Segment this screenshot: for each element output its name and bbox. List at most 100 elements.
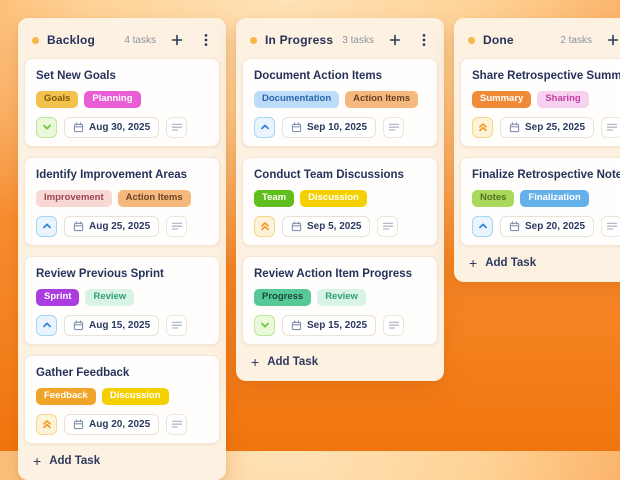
task-title: Conduct Team Discussions: [254, 168, 404, 181]
description-button[interactable]: [166, 116, 188, 138]
tag-pill: Discussion: [300, 189, 367, 207]
tag-list: Notes Finalization: [472, 189, 620, 207]
task-card[interactable]: Gather Feedback Feedback Discussion Aug 2…: [24, 354, 220, 444]
column-add-task-button[interactable]: [387, 32, 403, 48]
plus-icon: [607, 34, 619, 46]
text-lines-icon: [171, 124, 182, 132]
task-title: Finalize Retrospective Notes: [472, 168, 620, 181]
description-button[interactable]: [383, 314, 405, 336]
tag-pill: Documentation: [254, 91, 340, 108]
card-footer: Aug 20, 2025: [36, 413, 208, 435]
tag-list: Improvement Action Items: [36, 189, 208, 207]
priority-button[interactable]: [254, 314, 275, 336]
due-date-button[interactable]: Aug 30, 2025: [64, 116, 160, 138]
description-button[interactable]: [166, 413, 188, 435]
due-date-button[interactable]: Sep 20, 2025: [500, 215, 595, 237]
kebab-menu-icon: [422, 34, 426, 46]
text-lines-icon: [382, 223, 394, 230]
column-task-count: 3 tasks: [342, 34, 374, 46]
add-task-label: Add Task: [267, 355, 319, 368]
due-date-button[interactable]: Sep 25, 2025: [500, 116, 595, 138]
task-title: Document Action Items: [254, 70, 383, 82]
priority-button[interactable]: [472, 215, 493, 237]
priority-button[interactable]: [36, 215, 57, 237]
tag-list: Progress Review: [254, 288, 426, 306]
due-date-button[interactable]: Sep 5, 2025: [282, 215, 371, 237]
card-footer: Sep 10, 2025: [254, 116, 426, 138]
task-title: Gather Feedback: [36, 366, 130, 379]
priority-button[interactable]: [472, 116, 493, 138]
calendar-icon: [509, 221, 520, 231]
due-date-button[interactable]: Aug 15, 2025: [64, 314, 160, 336]
priority-button[interactable]: [36, 116, 57, 138]
task-card[interactable]: Conduct Team Discussions Team Discussion …: [242, 156, 438, 246]
add-task-button[interactable]: + Add Task: [24, 444, 104, 474]
tag-list: Summary Sharing: [472, 91, 620, 108]
kanban-column: In Progress 3 tasks Document Action Item…: [236, 18, 444, 381]
card-footer: Sep 15, 2025: [254, 314, 426, 336]
tag-list: Feedback Discussion: [36, 387, 208, 405]
tag-pill: Sprint: [36, 288, 80, 306]
text-lines-icon: [606, 223, 617, 230]
tag-list: Documentation Action Items: [254, 91, 426, 108]
tag-pill: Action Items: [117, 189, 191, 207]
task-card[interactable]: Share Retrospective Summary Summary Shari…: [460, 58, 620, 147]
description-button[interactable]: [601, 116, 620, 138]
kebab-menu-icon: [204, 34, 208, 46]
task-card[interactable]: Identify Improvement Areas Improvement Ac…: [24, 156, 220, 246]
board: Backlog 4 tasks Set New Goals Goals Plann…: [18, 18, 620, 480]
due-date-label: Aug 30, 2025: [89, 121, 151, 133]
description-button[interactable]: [383, 116, 405, 138]
due-date-label: Aug 20, 2025: [89, 418, 151, 430]
text-lines-icon: [606, 124, 617, 132]
column-color-dot: [32, 36, 39, 44]
tag-pill: Discussion: [101, 387, 169, 405]
card-footer: Sep 20, 2025: [472, 215, 620, 237]
calendar-icon: [73, 221, 84, 231]
due-date-button[interactable]: Sep 15, 2025: [282, 314, 377, 336]
column-add-task-button[interactable]: [169, 32, 185, 48]
tag-pill: Finalization: [520, 189, 589, 207]
plus-icon: +: [469, 254, 478, 271]
add-task-button[interactable]: + Add Task: [460, 246, 540, 276]
due-date-button[interactable]: Aug 25, 2025: [64, 215, 160, 237]
add-task-button[interactable]: + Add Task: [242, 345, 322, 375]
task-card[interactable]: Review Previous Sprint Sprint Review Aug …: [24, 255, 220, 345]
due-date-label: Sep 10, 2025: [307, 121, 368, 133]
text-lines-icon: [388, 322, 399, 329]
priority-button[interactable]: [254, 116, 275, 138]
double-chevron-up-icon: [42, 420, 51, 429]
due-date-button[interactable]: Aug 20, 2025: [64, 413, 160, 435]
calendar-icon: [291, 122, 302, 133]
priority-button[interactable]: [254, 215, 275, 237]
card-footer: Sep 25, 2025: [472, 116, 620, 138]
tag-pill: Sharing: [537, 91, 589, 108]
column-header: Done 2 tasks: [460, 24, 620, 58]
description-button[interactable]: [166, 215, 188, 237]
due-date-button[interactable]: Sep 10, 2025: [282, 116, 377, 138]
task-card[interactable]: Finalize Retrospective Notes Notes Finali…: [460, 156, 620, 246]
calendar-icon: [291, 221, 302, 231]
priority-button[interactable]: [36, 314, 57, 336]
tag-pill: Planning: [84, 91, 141, 108]
double-chevron-up-icon: [478, 123, 487, 132]
column-add-task-button[interactable]: [605, 32, 620, 48]
tag-pill: Review: [85, 288, 135, 306]
task-card[interactable]: Document Action Items Documentation Actio…: [242, 58, 438, 147]
plus-icon: +: [33, 452, 42, 469]
due-date-label: Aug 25, 2025: [89, 220, 151, 232]
calendar-icon: [291, 320, 302, 330]
priority-button[interactable]: [36, 413, 57, 435]
double-chevron-up-icon: [260, 222, 269, 231]
task-card[interactable]: Set New Goals Goals Planning Aug 30, 2025: [24, 58, 220, 147]
plus-icon: +: [251, 353, 260, 370]
description-button[interactable]: [377, 215, 399, 237]
column-menu-button[interactable]: [198, 31, 214, 49]
description-button[interactable]: [601, 215, 620, 237]
task-card[interactable]: Review Action Item Progress Progress Revi…: [242, 255, 438, 345]
calendar-icon: [509, 122, 520, 133]
tag-list: Sprint Review: [36, 288, 208, 306]
column-menu-button[interactable]: [416, 31, 432, 49]
calendar-icon: [73, 122, 84, 133]
description-button[interactable]: [166, 314, 188, 336]
